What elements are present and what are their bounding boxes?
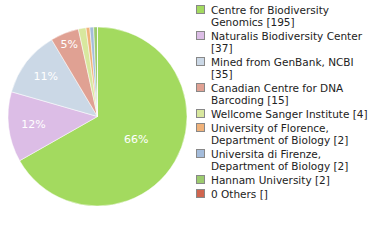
svg-text:66%: 66% <box>124 133 148 146</box>
svg-text:12%: 12% <box>21 118 45 131</box>
html-text:Hannam University [2]: Hannam University [2] <box>211 174 330 186</box>
html-text:Mined from GenBank, NCBI [35]: Mined from GenBank, NCBI [35] <box>211 56 354 80</box>
html-text:Universita di Firenze, Departm: Universita di Firenze, Department of Bio… <box>211 148 349 172</box>
html-text:Canadian Centre for DNA Barcod: Canadian Centre for DNA Barcoding [15] <box>211 82 344 106</box>
svg-text:5%: 5% <box>60 38 77 51</box>
svg-text:11%: 11% <box>33 70 57 83</box>
html-text:Naturalis Biodiversity Center: Naturalis Biodiversity Center [37] <box>211 30 362 54</box>
html-text:0 Others []: 0 Others [] <box>211 188 268 200</box>
html-text:Wellcome Sanger Institute [4]: Wellcome Sanger Institute [4] <box>211 108 368 120</box>
html-text:Centre for Biodiversity Genomi: Centre for Biodiversity Genomics [195] <box>211 4 330 28</box>
html-text:University of Florence, Depart: University of Florence, Department of Bi… <box>211 122 349 146</box>
